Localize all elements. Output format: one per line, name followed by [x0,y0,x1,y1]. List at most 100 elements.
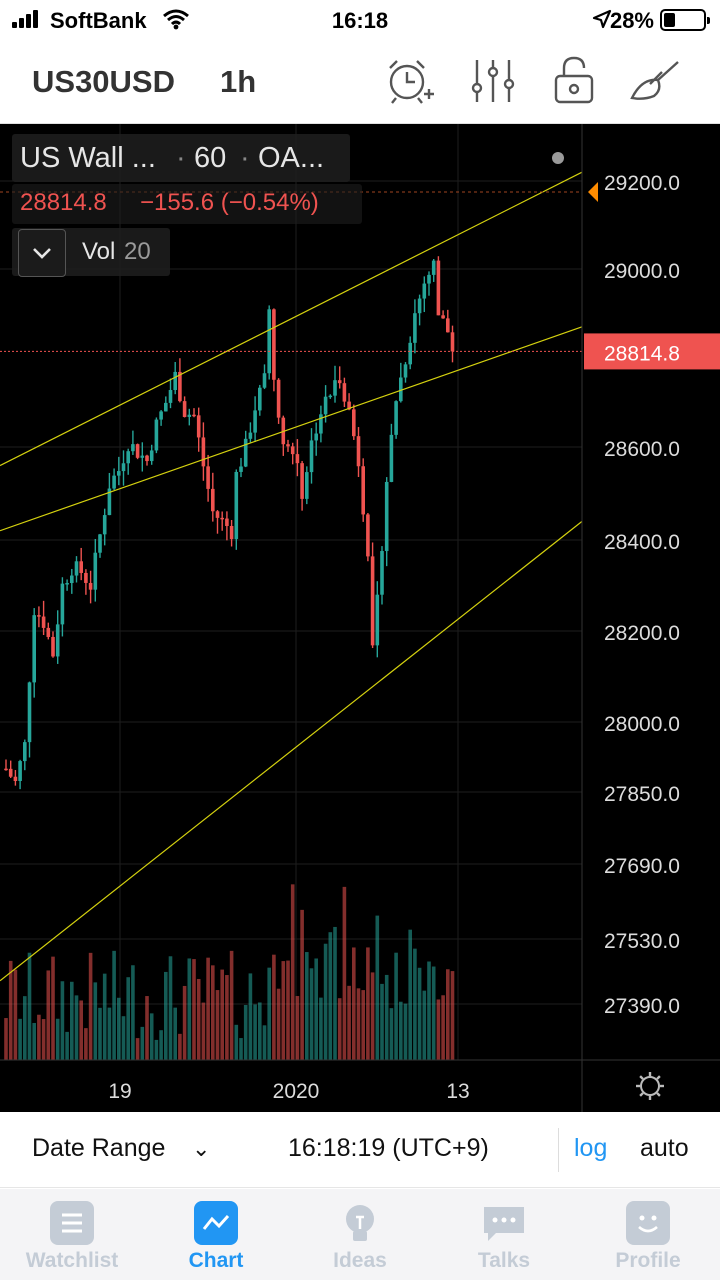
candle-body [37,615,41,617]
legend-last-price: 28814.8 [20,189,107,216]
tab-watchlist[interactable]: Watchlist [0,1189,144,1280]
volume-bar [375,915,380,1060]
candle-body [342,383,347,402]
volume-bar [417,967,422,1060]
volume-bar [79,1000,83,1060]
volume-bar [60,981,65,1060]
watchlist-icon [50,1201,94,1245]
ideas-icon [338,1201,382,1245]
candle-body [337,380,342,384]
status-time: 16:18 [331,8,389,33]
legend-change: −155.6 (−0.54%) [140,189,319,216]
volume-bar [149,1013,154,1060]
symbol-button[interactable]: US30USD [32,64,175,99]
candle-body [253,410,257,433]
candle-body [27,682,32,743]
candle-body [55,624,60,657]
settings-gear-icon[interactable] [636,1072,664,1100]
candle-body [295,454,300,464]
alarm-add-icon[interactable] [382,54,436,108]
volume-bar [13,969,18,1060]
legend-title[interactable]: US Wall ... · 60 · OA... [12,134,350,182]
candle-body [431,260,436,275]
volume-bar [65,1031,69,1060]
legend-separator: · [240,142,250,174]
volume-bar [41,1019,46,1060]
volume-bar [32,1022,36,1060]
candle-body [32,615,36,683]
date-range-button[interactable]: Date Range [32,1134,166,1162]
tab-ideas[interactable]: Ideas [288,1189,432,1280]
candle-body [159,411,163,420]
candle-body [178,371,182,402]
volume-bar [295,996,300,1060]
collapse-legend-button[interactable] [18,229,66,277]
candle-body [117,471,121,476]
tab-chart[interactable]: Chart [144,1189,288,1280]
price-chart[interactable]: 29200.0 29000.0 28600.0 28400.0 28200.0 28000… [0,124,720,1112]
indicators-icon[interactable] [466,54,520,108]
candle-body [394,401,398,435]
unlock-icon[interactable] [548,54,602,108]
volume-legend[interactable]: Vol 20 [12,228,170,277]
status-bar: SoftBank 16:18 28% [0,0,720,40]
talks-icon [482,1201,526,1245]
candle-body [427,274,431,284]
volume-bar [27,952,32,1060]
candle-body [215,511,220,518]
log-scale-toggle[interactable]: log [574,1134,608,1162]
volume-bar [70,981,74,1060]
volume-bar [370,972,375,1060]
candle-body [305,472,309,499]
volume-bar [408,929,412,1060]
chart-toolbar: US30USD 1h [0,40,720,124]
interval-button[interactable]: 1h [220,64,257,99]
volume-bar [248,973,253,1060]
tab-label: Talks [477,1249,531,1272]
candle-body [126,451,130,464]
volume-bar [394,952,398,1060]
candle-body [65,583,69,585]
time-zone-clock[interactable]: 16:18:19 (UTC+9) [288,1134,489,1162]
price-axis-label: 27850.0 [604,783,680,806]
volume-bar [361,990,365,1060]
candle-body [121,463,126,472]
auto-scale-toggle[interactable]: auto [640,1134,689,1162]
price-axis-label: 29000.0 [604,260,680,283]
volume-bar [258,1002,262,1060]
candle-body [286,444,290,447]
candle-body [84,572,88,583]
candle-body [403,364,408,378]
tab-profile[interactable]: Profile [576,1189,720,1280]
volume-bar [314,958,318,1060]
chart-area[interactable]: 29200.0 29000.0 28600.0 28400.0 28200.0 28000… [0,124,720,1112]
price-axis-label: 28000.0 [604,713,680,736]
candle-body [413,313,417,343]
volume-bar [74,995,79,1060]
tab-label: Chart [188,1249,244,1272]
volume-bar [446,969,450,1060]
candle-body [135,444,140,458]
candle-body [267,309,271,374]
trend-line [0,171,583,467]
tab-talks[interactable]: Talks [432,1189,576,1280]
volume-bar [253,1004,257,1060]
volume-bar [98,1007,102,1060]
volume-bar [37,1014,41,1060]
volume-bar [211,965,215,1060]
candle-body [229,526,234,540]
candle-body [333,380,337,396]
volume-bar [319,997,323,1060]
volume-bar [234,1024,239,1060]
candle-body [131,444,135,452]
candle-body [309,440,314,473]
price-axis-label: 27690.0 [604,855,680,878]
volume-bar [243,1004,248,1060]
drawing-tools-icon[interactable] [628,54,682,108]
candle-body [140,455,145,458]
candle-body [206,466,210,489]
chevron-down-icon[interactable]: ⌄ [192,1136,211,1161]
volume-bar [262,1025,267,1060]
candle-body [4,768,8,771]
candle-body [446,318,450,333]
